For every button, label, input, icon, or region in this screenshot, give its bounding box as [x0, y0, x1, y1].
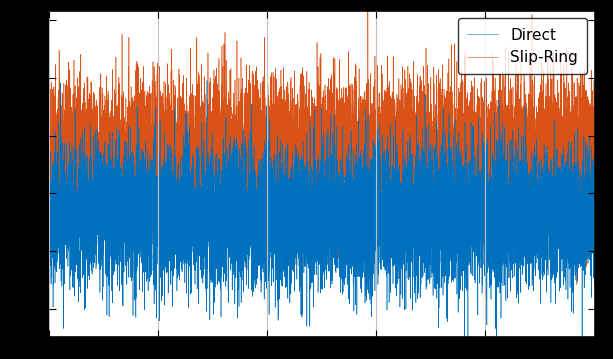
Slip-Ring — [68, 149, 75, 153]
Slip-Ring — [573, 282, 581, 286]
Direct — [591, 192, 598, 196]
Direct — [579, 350, 586, 354]
Direct — [68, 203, 75, 207]
Legend: Direct, Slip-Ring: Direct, Slip-Ring — [458, 18, 587, 74]
Slip-Ring — [152, 148, 159, 153]
Slip-Ring — [562, 185, 569, 189]
Slip-Ring — [312, 104, 319, 108]
Line: Slip-Ring: Slip-Ring — [49, 0, 595, 284]
Direct — [78, 230, 85, 234]
Line: Direct: Direct — [49, 80, 595, 352]
Direct — [562, 200, 569, 204]
Direct — [48, 239, 55, 243]
Slip-Ring — [45, 172, 53, 177]
Slip-Ring — [48, 145, 55, 149]
Direct — [312, 192, 319, 196]
Slip-Ring — [591, 205, 598, 209]
Direct — [152, 216, 159, 220]
Direct — [204, 78, 211, 83]
Slip-Ring — [78, 139, 85, 143]
Direct — [45, 197, 53, 201]
